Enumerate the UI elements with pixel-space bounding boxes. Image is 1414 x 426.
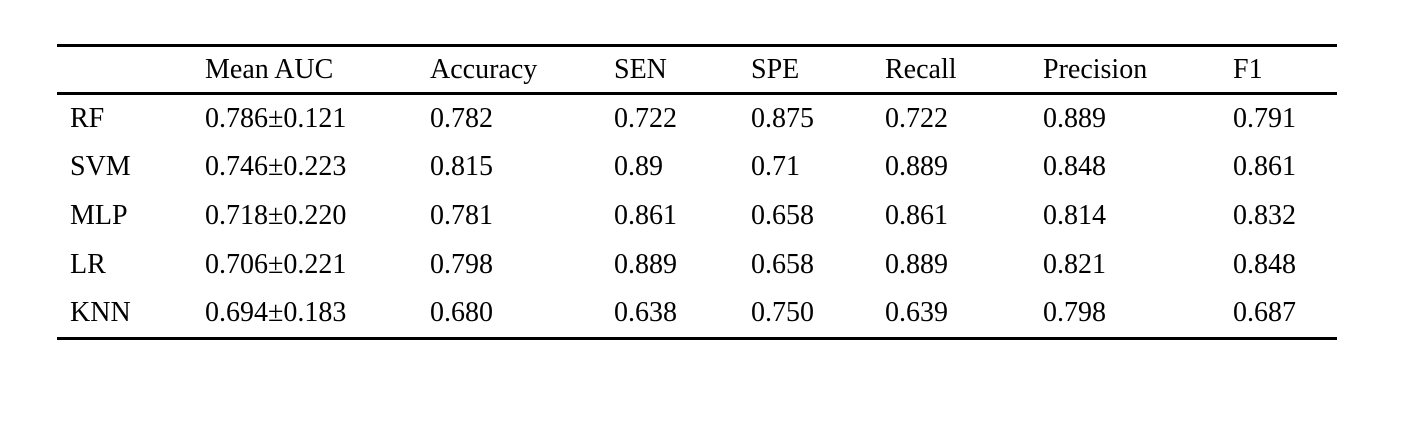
precision-cell: 0.889 (1043, 102, 1106, 134)
header-row: Mean AUC Accuracy SEN SPE Recall Precisi… (57, 46, 1337, 94)
f1-cell: 0.832 (1233, 200, 1296, 231)
table-row-knn: KNN 0.694±0.183 0.680 0.638 0.750 0.639 … (57, 290, 1337, 339)
accuracy-cell: 0.815 (430, 151, 493, 182)
column-header-recall: Recall (885, 53, 957, 85)
accuracy-cell: 0.680 (430, 297, 493, 329)
column-header-precision: Precision (1043, 53, 1148, 85)
recall-cell: 0.889 (885, 151, 948, 182)
row-label: LR (70, 249, 106, 280)
precision-cell: 0.848 (1043, 151, 1106, 182)
spe-cell: 0.750 (751, 297, 814, 329)
f1-cell: 0.791 (1233, 102, 1296, 134)
column-header-spe: SPE (751, 53, 800, 85)
classifier-metrics-table: Mean AUC Accuracy SEN SPE Recall Precisi… (57, 44, 1337, 340)
accuracy-cell: 0.782 (430, 102, 493, 134)
row-label: MLP (70, 200, 128, 231)
spe-cell: 0.71 (751, 151, 800, 182)
sen-cell: 0.89 (614, 151, 663, 182)
sen-cell: 0.638 (614, 297, 677, 329)
recall-cell: 0.861 (885, 200, 948, 231)
sen-cell: 0.861 (614, 200, 677, 231)
table-row-rf: RF 0.786±0.121 0.782 0.722 0.875 0.722 0… (57, 94, 1337, 143)
precision-cell: 0.821 (1043, 249, 1106, 280)
row-label: KNN (70, 297, 131, 329)
row-label: RF (70, 102, 105, 134)
f1-cell: 0.687 (1233, 297, 1296, 329)
mean-auc-cell: 0.746±0.223 (205, 151, 347, 182)
spe-cell: 0.875 (751, 102, 814, 134)
mean-auc-cell: 0.786±0.121 (205, 102, 347, 134)
mean-auc-cell: 0.718±0.220 (205, 200, 347, 231)
table-row-mlp: MLP 0.718±0.220 0.781 0.861 0.658 0.861 … (57, 192, 1337, 241)
column-header-mean-auc: Mean AUC (205, 53, 334, 85)
f1-cell: 0.848 (1233, 249, 1296, 280)
recall-cell: 0.639 (885, 297, 948, 329)
table-row-lr: LR 0.706±0.221 0.798 0.889 0.658 0.889 0… (57, 241, 1337, 290)
recall-cell: 0.722 (885, 102, 948, 134)
spe-cell: 0.658 (751, 200, 814, 231)
row-label: SVM (70, 151, 131, 182)
column-header-model (57, 46, 205, 94)
accuracy-cell: 0.781 (430, 200, 493, 231)
column-header-f1: F1 (1233, 53, 1263, 85)
precision-cell: 0.798 (1043, 297, 1106, 329)
mean-auc-cell: 0.694±0.183 (205, 297, 347, 329)
f1-cell: 0.861 (1233, 151, 1296, 182)
mean-auc-cell: 0.706±0.221 (205, 249, 347, 280)
recall-cell: 0.889 (885, 249, 948, 280)
accuracy-cell: 0.798 (430, 249, 493, 280)
spe-cell: 0.658 (751, 249, 814, 280)
table-row-svm: SVM 0.746±0.223 0.815 0.89 0.71 0.889 0.… (57, 143, 1337, 192)
precision-cell: 0.814 (1043, 200, 1106, 231)
column-header-sen: SEN (614, 53, 667, 85)
column-header-accuracy: Accuracy (430, 53, 538, 85)
sen-cell: 0.889 (614, 249, 677, 280)
sen-cell: 0.722 (614, 102, 677, 134)
